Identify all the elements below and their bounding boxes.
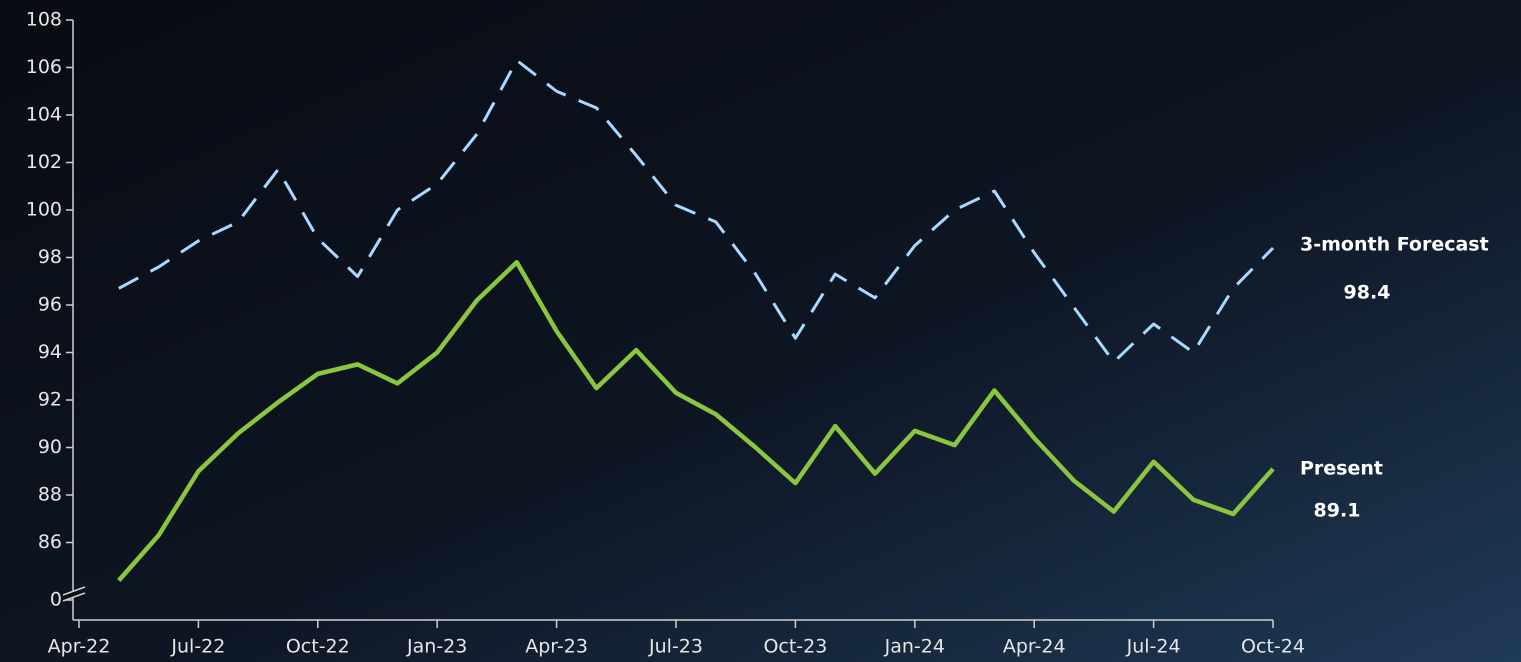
x-tick-label: Apr-22 xyxy=(48,636,111,658)
y-tick-label: 102 xyxy=(26,151,62,173)
y-tick-label: 108 xyxy=(26,9,62,31)
legend-label: Present xyxy=(1300,457,1383,479)
axis-break-gap xyxy=(61,592,85,598)
y-tick-label: 86 xyxy=(38,531,62,553)
y-tick-label: 100 xyxy=(26,199,62,221)
y-tick-label: 94 xyxy=(38,341,62,363)
x-tick-label: Oct-23 xyxy=(763,636,827,658)
y-tick-label: 88 xyxy=(38,484,62,506)
axis-break xyxy=(62,586,86,596)
y-tick-label: 90 xyxy=(38,436,62,458)
end-value-label: 89.1 xyxy=(1314,499,1361,521)
y-tick-label: 106 xyxy=(26,56,62,78)
x-tick-label: Jul-23 xyxy=(648,636,703,658)
x-tick-label: Jul-24 xyxy=(1126,636,1181,658)
y-tick-label: 92 xyxy=(38,389,62,411)
x-tick-label: Apr-23 xyxy=(525,636,588,658)
x-tick-label: Oct-22 xyxy=(286,636,350,658)
y-tick-label: 0 xyxy=(50,589,62,611)
y-tick-label: 96 xyxy=(38,294,62,316)
legend-label: 3-month Forecast xyxy=(1300,234,1489,256)
x-tick-label: Jan-24 xyxy=(884,636,945,658)
x-tick-label: Jan-23 xyxy=(406,636,467,658)
x-tick-label: Oct-24 xyxy=(1241,636,1305,658)
x-tick-label: Apr-24 xyxy=(1003,636,1066,658)
y-tick-label: 98 xyxy=(38,246,62,268)
x-tick-label: Jul-22 xyxy=(170,636,225,658)
series-line xyxy=(117,260,1275,582)
y-tick-label: 104 xyxy=(26,104,62,126)
series-line xyxy=(118,58,1275,364)
end-value-label: 98.4 xyxy=(1344,282,1391,304)
